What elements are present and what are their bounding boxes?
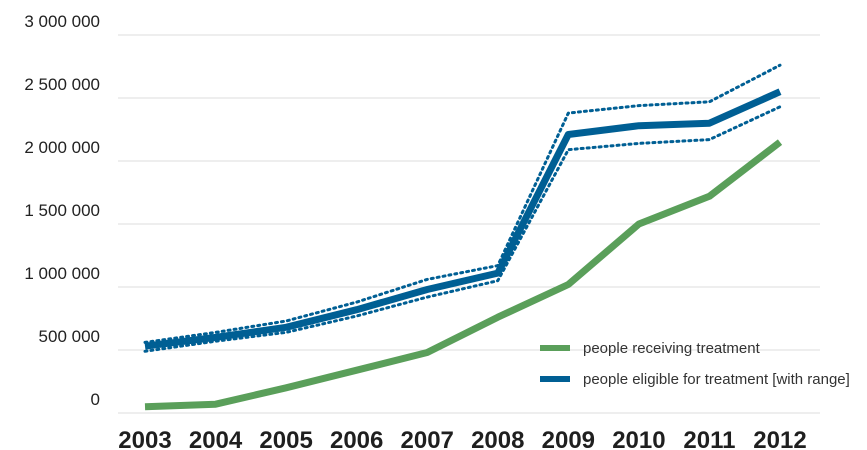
y-tick-label: 2 500 000	[24, 75, 100, 94]
x-tick-label: 2005	[259, 427, 312, 450]
eligible-range	[143, 63, 782, 353]
y-tick-label: 1 500 000	[24, 201, 100, 220]
x-tick-label: 2006	[330, 427, 383, 450]
x-tick-label: 2009	[542, 427, 595, 450]
x-tick-label: 2012	[753, 427, 806, 450]
x-tick-label: 2007	[401, 427, 454, 450]
eligible-range-high-line	[143, 63, 782, 344]
x-tick-label: 2004	[189, 427, 243, 450]
y-tick-label: 3 000 000	[24, 12, 100, 31]
y-tick-label: 0	[91, 390, 100, 409]
x-tick-label: 2010	[612, 427, 665, 450]
receiving-series-line	[144, 139, 783, 411]
x-tick-label: 2003	[118, 427, 171, 450]
x-axis-labels: 2003 2004 2005 2006 2007 2008 2009 2010 2011 2012	[118, 427, 806, 450]
y-tick-label: 2 000 000	[24, 138, 100, 157]
y-tick-label: 1 000 000	[24, 264, 100, 283]
legend-label: people eligible for treatment [with rang…	[583, 371, 850, 388]
legend-label: people receiving treatment	[583, 340, 761, 357]
y-axis-labels: 0 500 000 1 000 000 1 500 000 2 000 000 2 500…	[24, 12, 100, 409]
x-tick-label: 2011	[683, 427, 735, 450]
legend-item: people receiving treatment	[540, 340, 761, 357]
x-tick-label: 2008	[471, 427, 524, 450]
y-tick-label: 500 000	[39, 327, 100, 346]
eligible-range-low-line	[143, 105, 782, 353]
legend: people receiving treatment people eligibl…	[540, 340, 850, 388]
eligible-series-line	[144, 88, 782, 350]
legend-item: people eligible for treatment [with rang…	[540, 371, 850, 388]
